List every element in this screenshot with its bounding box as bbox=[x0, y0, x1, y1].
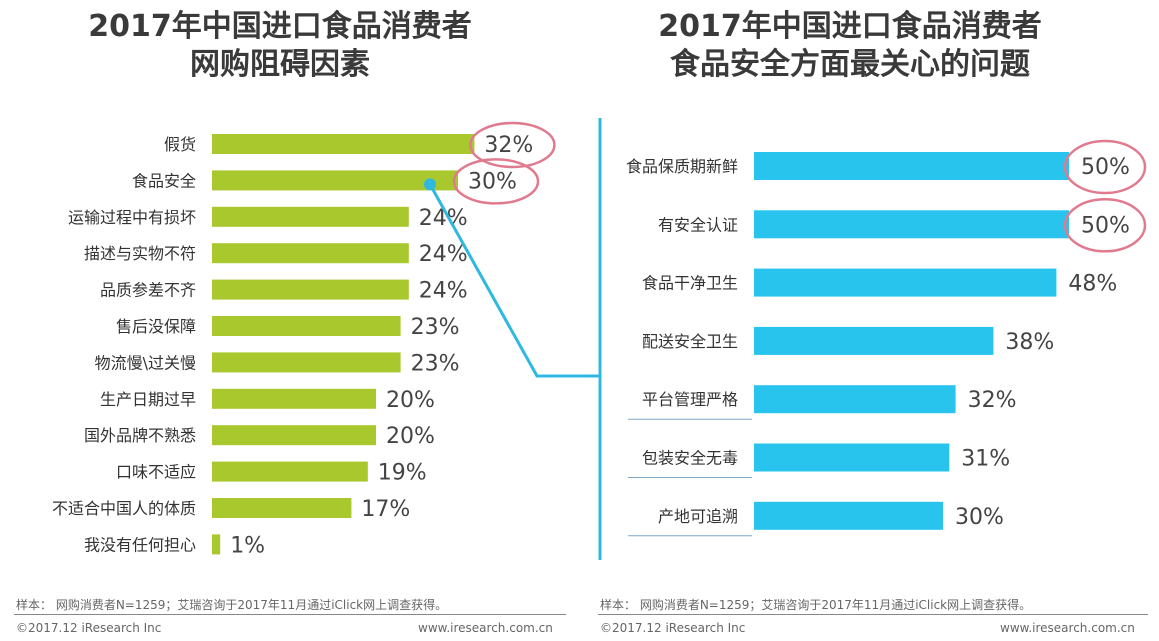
left-bar bbox=[212, 170, 458, 191]
left-bar bbox=[212, 206, 409, 227]
left-value-label: 19% bbox=[378, 461, 427, 486]
left-bar bbox=[212, 352, 401, 373]
left-bar bbox=[212, 279, 409, 300]
right-chart-title: 2017年中国进口食品消费者 食品安全方面最关心的问题 bbox=[600, 8, 1100, 84]
left-highlight-circle bbox=[452, 158, 540, 205]
right-value-label: 38% bbox=[1005, 330, 1054, 355]
left-footer-rule bbox=[14, 614, 566, 615]
left-url[interactable]: www.iresearch.com.cn bbox=[418, 621, 553, 635]
right-value-label: 30% bbox=[955, 505, 1004, 530]
left-bar bbox=[212, 534, 221, 555]
right-category-label: 配送安全卫生 bbox=[642, 332, 738, 351]
left-category-label: 售后没保障 bbox=[116, 317, 196, 336]
right-category-label: 平台管理严格 bbox=[642, 390, 738, 409]
left-category-label: 假货 bbox=[164, 135, 196, 154]
right-category-label: 产地可追溯 bbox=[658, 507, 738, 526]
right-value-label: 50% bbox=[1081, 213, 1130, 238]
left-value-label: 1% bbox=[230, 533, 265, 558]
right-bar bbox=[754, 268, 1057, 297]
right-bar bbox=[754, 501, 943, 530]
left-category-label: 运输过程中有损坏 bbox=[68, 208, 196, 227]
left-value-label: 32% bbox=[484, 133, 533, 158]
left-category-label: 品质参差不齐 bbox=[100, 281, 196, 300]
right-category-label: 食品保质期新鲜 bbox=[626, 157, 738, 176]
right-value-label: 32% bbox=[968, 388, 1017, 413]
left-value-label: 20% bbox=[386, 424, 435, 449]
connector-dot bbox=[424, 178, 436, 191]
right-title-line1: 2017年中国进口食品消费者 bbox=[658, 9, 1042, 44]
left-bar bbox=[212, 461, 368, 482]
right-highlight-circle bbox=[1063, 139, 1147, 195]
left-bar bbox=[212, 388, 376, 409]
left-chart-title: 2017年中国进口食品消费者 网购阻碍因素 bbox=[40, 8, 520, 84]
right-highlight-circle bbox=[1063, 198, 1147, 253]
right-footer-rule bbox=[598, 614, 1148, 615]
left-value-label: 17% bbox=[361, 497, 410, 522]
left-bar bbox=[212, 425, 376, 446]
connector-line bbox=[428, 183, 600, 378]
left-bar bbox=[212, 498, 352, 518]
left-copyright: ©2017.12 iResearch Inc bbox=[16, 621, 162, 635]
right-bar bbox=[754, 385, 956, 414]
left-category-label: 口味不适应 bbox=[116, 463, 196, 482]
left-category-label: 不适合中国人的体质 bbox=[52, 499, 196, 518]
right-bar bbox=[754, 152, 1069, 180]
right-copyright: ©2017.12 iResearch Inc bbox=[600, 621, 746, 635]
left-highlight-circle bbox=[469, 121, 556, 169]
right-category-label: 有安全认证 bbox=[658, 215, 738, 234]
left-value-label: 23% bbox=[411, 315, 460, 340]
left-bar bbox=[212, 243, 409, 264]
right-bar bbox=[754, 326, 994, 355]
right-bar bbox=[754, 210, 1069, 239]
left-value-label: 20% bbox=[386, 388, 435, 413]
left-bar bbox=[212, 316, 401, 336]
left-value-label: 30% bbox=[468, 169, 517, 194]
left-category-label: 生产日期过早 bbox=[100, 390, 196, 409]
left-category-label: 我没有任何担心 bbox=[84, 535, 196, 554]
right-value-label: 31% bbox=[961, 447, 1010, 472]
left-sample-note: 样本： 网购消费者N=1259；艾瑞咨询于2017年11月通过iClick网上调… bbox=[16, 598, 448, 612]
right-value-label: 48% bbox=[1068, 272, 1117, 297]
right-bar bbox=[754, 443, 950, 472]
left-title-line2: 网购阻碍因素 bbox=[190, 47, 370, 82]
left-category-label: 描述与实物不符 bbox=[84, 244, 196, 263]
left-bar bbox=[212, 134, 475, 154]
right-value-label: 50% bbox=[1081, 155, 1130, 180]
left-title-line1: 2017年中国进口食品消费者 bbox=[88, 9, 472, 44]
left-value-label: 23% bbox=[411, 351, 460, 376]
right-category-label: 包装安全无毒 bbox=[642, 449, 738, 468]
left-category-label: 国外品牌不熟悉 bbox=[84, 426, 196, 445]
right-category-label: 食品干净卫生 bbox=[642, 274, 738, 293]
left-value-label: 24% bbox=[419, 279, 468, 304]
left-value-label: 24% bbox=[419, 242, 468, 267]
left-category-label: 物流慢\过关慢 bbox=[95, 353, 196, 372]
right-sample-note: 样本： 网购消费者N=1259；艾瑞咨询于2017年11月通过iClick网上调… bbox=[600, 598, 1032, 612]
left-category-label: 食品安全 bbox=[132, 171, 196, 190]
right-url[interactable]: www.iresearch.com.cn bbox=[1000, 621, 1135, 635]
right-title-line2: 食品安全方面最关心的问题 bbox=[670, 47, 1030, 82]
